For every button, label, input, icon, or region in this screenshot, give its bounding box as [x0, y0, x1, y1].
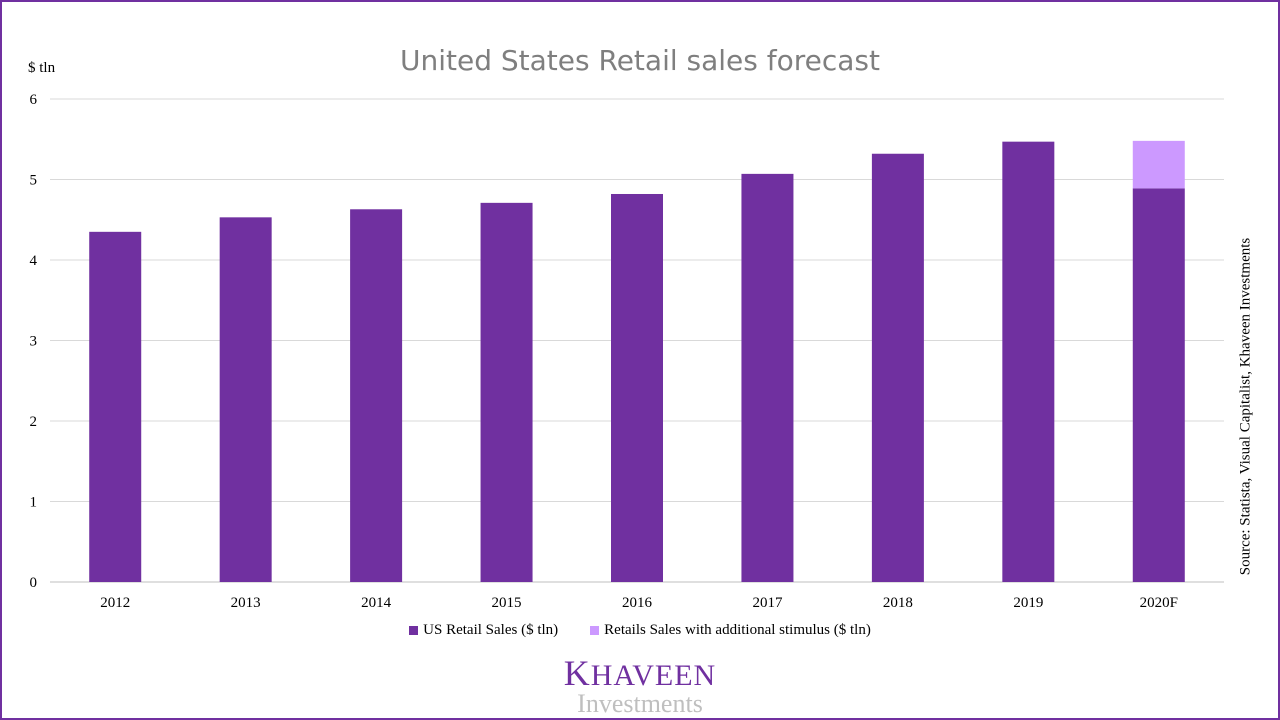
bar-2012-series-0	[89, 231, 142, 582]
x-tick-label-2012: 2012	[100, 595, 130, 611]
legend-label-us-retail-sales: US Retail Sales ($ tln)	[423, 622, 559, 638]
bar-2020f-series-1	[1132, 140, 1185, 189]
bar-2020f-series-0	[1132, 188, 1185, 583]
x-tick-label-2020f: 2020F	[1140, 595, 1178, 611]
source-note: Source: Statista, Visual Capitalist, Kha…	[1237, 237, 1254, 575]
logo-tagline: Investments	[577, 689, 703, 718]
y-tick-label-3: 3	[30, 334, 38, 350]
bar-2018-series-0	[871, 153, 924, 583]
legend-item-us-retail-sales: US Retail Sales ($ tln)	[409, 622, 558, 639]
logo-wordmark: KHAVEEN	[0, 655, 1280, 691]
y-tick-label-5: 5	[30, 173, 38, 189]
legend-item-stimulus: Retails Sales with additional stimulus (…	[590, 622, 871, 639]
logo-initial: K	[563, 653, 591, 693]
bar-2014-series-0	[350, 209, 403, 582]
bar-2015-series-0	[480, 202, 533, 582]
bar-2013-series-0	[219, 217, 272, 582]
x-tick-label-2019: 2019	[1013, 595, 1043, 611]
legend-label-stimulus: Retails Sales with additional stimulus (…	[604, 622, 871, 638]
bar-2019-series-0	[1002, 141, 1055, 583]
x-tick-label-2014: 2014	[361, 595, 392, 611]
x-tick-label-2015: 2015	[492, 595, 522, 611]
chart-legend: US Retail Sales ($ tln) Retails Sales wi…	[0, 622, 1280, 639]
y-tick-label-4: 4	[30, 253, 38, 269]
y-tick-label-2: 2	[30, 414, 38, 430]
x-tick-label-2017: 2017	[752, 595, 783, 611]
chart-title: United States Retail sales forecast	[400, 44, 880, 77]
logo-rest: HAVEEN	[590, 659, 717, 692]
source-note-wrapper: Source: Statista, Visual Capitalist, Kha…	[1236, 225, 1256, 587]
y-axis-unit-label: $ tln	[28, 60, 56, 76]
y-tick-label-6: 6	[30, 92, 38, 108]
company-logo: KHAVEEN Investments	[0, 655, 1280, 717]
x-tick-label-2013: 2013	[231, 595, 261, 611]
y-tick-label-0: 0	[30, 575, 38, 591]
legend-swatch-us-retail-sales	[409, 626, 419, 635]
bar-2016-series-0	[611, 193, 663, 583]
x-tick-label-2018: 2018	[883, 595, 913, 611]
y-tick-label-1: 1	[30, 495, 38, 511]
x-tick-label-2016: 2016	[622, 595, 653, 611]
bar-2017-series-0	[741, 173, 794, 583]
legend-swatch-stimulus	[590, 626, 600, 635]
